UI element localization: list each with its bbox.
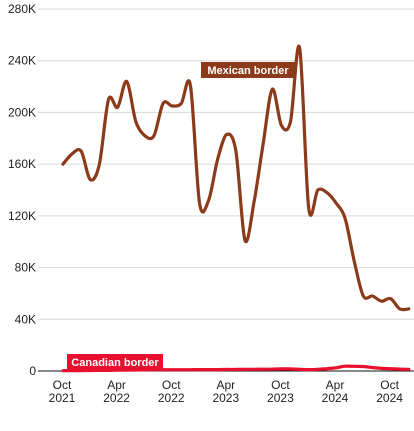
series-label-canadian-border: Canadian border [67, 354, 163, 370]
series-label-text: Canadian border [71, 357, 159, 369]
x-tick-month-label: Apr [216, 378, 235, 392]
series-line-canadian-border [61, 364, 411, 373]
x-tick-month-label: Oct [162, 378, 181, 392]
y-tick-label-40K: 40K [15, 312, 36, 326]
x-tick-month-label: Apr [107, 378, 126, 392]
series-line-mexican-border [61, 44, 411, 312]
x-tick-month-label: Oct [271, 378, 290, 392]
x-tick-month-label: Oct [53, 378, 72, 392]
y-tick-label-120K: 120K [8, 209, 36, 223]
x-tick-year-label: 2023 [212, 391, 239, 405]
series-label-mexican-border: Mexican border [201, 62, 295, 78]
x-tick-year-label: 2023 [267, 391, 294, 405]
x-tick-year-label: 2024 [376, 391, 403, 405]
x-tick-year-label: 2022 [158, 391, 185, 405]
y-tick-label-80K: 80K [15, 261, 36, 275]
y-tick-label-200K: 200K [8, 105, 36, 119]
y-tick-label-160K: 160K [8, 157, 36, 171]
series-labels: Mexican border Canadian border [67, 62, 295, 370]
series-label-text: Mexican border [207, 65, 289, 77]
x-tick-month-label: Oct [380, 378, 399, 392]
x-tick-year-label: 2024 [322, 391, 349, 405]
y-tick-label-240K: 240K [8, 54, 36, 68]
y-tick-label-280K: 280K [8, 2, 36, 16]
x-axis-labels: Oct2021Apr2022Oct2022Apr2023Oct2023Apr20… [49, 378, 404, 405]
x-tick-year-label: 2022 [103, 391, 130, 405]
series-label-background [201, 62, 295, 78]
x-tick-month-label: Apr [326, 378, 345, 392]
y-axis-labels: 0 40K 80K 120K 160K 200K 240K 280K [8, 2, 36, 378]
y-tick-label-0: 0 [29, 364, 36, 378]
x-tick-year-label: 2021 [49, 391, 76, 405]
series-label-background [67, 354, 163, 370]
series-layer [61, 44, 411, 373]
